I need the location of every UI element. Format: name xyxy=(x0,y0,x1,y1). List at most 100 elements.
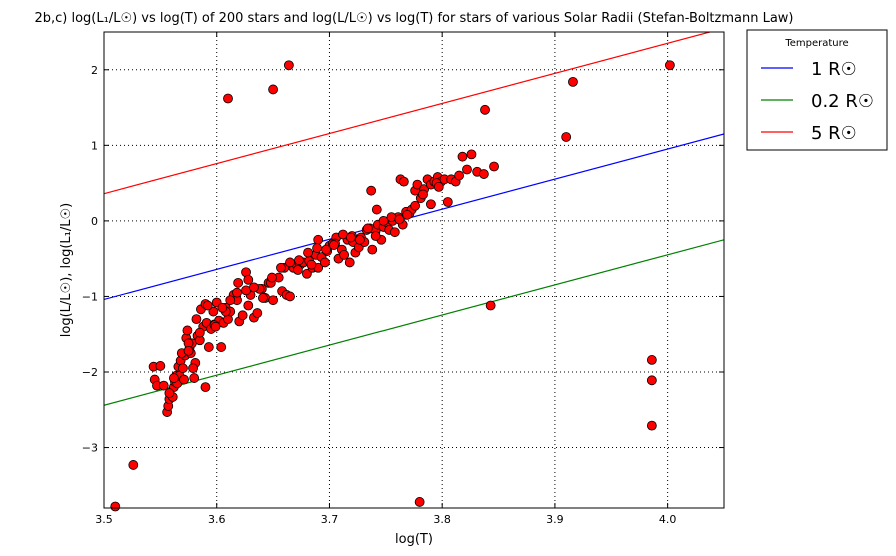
x-tick-label: 3.6 xyxy=(208,513,226,526)
data-point xyxy=(178,363,188,374)
y-axis-label: log(L/L☉), log(L₁/L☉) xyxy=(59,203,74,337)
y-tick-label: −1 xyxy=(82,290,98,303)
data-point xyxy=(412,179,423,190)
data-point xyxy=(243,300,254,311)
data-point xyxy=(285,257,295,268)
legend-label: 0.2 R☉ xyxy=(811,91,874,112)
data-point xyxy=(191,314,202,325)
data-point xyxy=(303,247,313,258)
data-point xyxy=(237,310,248,321)
data-point xyxy=(454,170,464,181)
data-point xyxy=(267,272,277,283)
data-point xyxy=(232,287,242,298)
y-tick-label: −3 xyxy=(82,442,98,455)
data-point xyxy=(418,189,428,200)
data-point xyxy=(371,204,382,215)
legend: Temperature 1 R☉ 0.2 R☉ 5 R☉ xyxy=(746,29,888,151)
data-point xyxy=(202,300,213,311)
data-point xyxy=(367,244,378,255)
data-point xyxy=(243,274,254,285)
series-line xyxy=(104,133,724,301)
data-point xyxy=(366,185,377,196)
data-point xyxy=(268,84,278,95)
data-point xyxy=(389,227,400,238)
series-lines xyxy=(104,32,724,406)
data-point xyxy=(561,132,572,142)
data-point xyxy=(426,199,436,210)
x-tick-label: 4.0 xyxy=(659,513,677,526)
data-point xyxy=(414,497,425,507)
series-line xyxy=(104,32,713,195)
y-tick-label: 2 xyxy=(91,64,98,77)
plot-area xyxy=(104,32,724,508)
data-point xyxy=(283,60,294,71)
data-point xyxy=(478,169,489,179)
data-point xyxy=(320,257,330,268)
data-point xyxy=(457,151,468,162)
data-point xyxy=(321,244,331,255)
data-point xyxy=(188,363,198,374)
data-point xyxy=(480,104,490,115)
data-point xyxy=(200,382,211,393)
data-point xyxy=(362,223,373,234)
data-point xyxy=(294,255,304,266)
data-point xyxy=(216,342,227,352)
data-point xyxy=(203,342,214,352)
y-tick-label: 0 xyxy=(91,215,98,228)
scatter-points xyxy=(110,60,675,512)
x-tick-label: 3.5 xyxy=(95,513,113,526)
data-point xyxy=(398,176,409,187)
data-point xyxy=(394,214,405,225)
data-point xyxy=(168,373,179,383)
data-point xyxy=(646,375,657,386)
data-point xyxy=(183,345,194,356)
data-point xyxy=(233,277,244,288)
data-point xyxy=(223,93,233,104)
data-point xyxy=(276,262,286,273)
data-point xyxy=(410,200,421,211)
data-point xyxy=(329,240,339,250)
x-tick-label: 3.8 xyxy=(433,513,451,526)
data-point xyxy=(217,302,228,313)
x-tick-label: 3.9 xyxy=(546,513,564,526)
data-point xyxy=(268,295,278,306)
data-point xyxy=(258,293,268,303)
data-point xyxy=(485,300,496,311)
x-axis-label: log(T) xyxy=(395,532,433,547)
chart-title: 2b,c) log(L₁/L☉) vs log(T) of 200 stars … xyxy=(34,11,793,26)
data-point xyxy=(313,234,324,245)
data-point xyxy=(158,380,169,391)
y-tick-label: 1 xyxy=(91,139,98,152)
data-point xyxy=(225,295,236,306)
data-point xyxy=(210,321,221,332)
x-tick-label: 3.7 xyxy=(321,513,339,526)
data-point xyxy=(378,215,389,226)
data-point xyxy=(664,60,675,71)
data-point xyxy=(344,257,355,268)
legend-label: 1 R☉ xyxy=(811,59,857,80)
data-point xyxy=(292,265,303,275)
data-point xyxy=(466,149,477,160)
data-point xyxy=(433,181,444,192)
data-point xyxy=(189,373,200,383)
data-point xyxy=(208,306,219,317)
data-point xyxy=(302,268,312,279)
data-point xyxy=(179,374,189,385)
data-point xyxy=(306,259,317,270)
data-point xyxy=(646,420,657,431)
data-point xyxy=(128,460,139,470)
data-point xyxy=(285,291,295,302)
data-point xyxy=(489,161,499,172)
data-point xyxy=(312,243,322,253)
series-line xyxy=(104,239,724,406)
data-point xyxy=(646,355,657,365)
y-tick-label: −2 xyxy=(82,366,98,379)
data-point xyxy=(442,197,453,207)
data-point xyxy=(354,234,365,245)
legend-box xyxy=(746,29,888,151)
data-point xyxy=(345,232,356,243)
data-point xyxy=(402,209,413,220)
data-point xyxy=(194,327,205,338)
legend-title: Temperature xyxy=(784,38,848,49)
